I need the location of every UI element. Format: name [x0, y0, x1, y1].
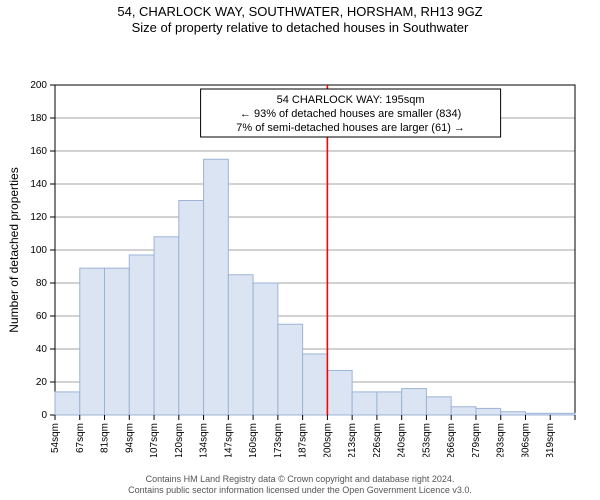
callout-line: 54 CHARLOCK WAY: 195sqm	[277, 94, 425, 106]
chart-title: 54, CHARLOCK WAY, SOUTHWATER, HORSHAM, R…	[0, 0, 600, 20]
x-tick-label: 94sqm	[124, 423, 135, 453]
histogram-bar	[501, 411, 526, 414]
x-tick-label: 134sqm	[199, 423, 210, 457]
chart-subtitle: Size of property relative to detached ho…	[0, 20, 600, 36]
histogram-bar	[129, 254, 154, 414]
histogram-chart: 0 20 40 60 80 100 120 140 160 180 200 54sqm 67sqm 81s…	[0, 37, 600, 457]
histogram-bar	[253, 283, 278, 415]
histogram-bar	[80, 268, 105, 415]
x-tick-label: 147sqm	[223, 423, 234, 457]
svg-text:160: 160	[30, 146, 47, 157]
x-tick-label: 240sqm	[397, 423, 408, 457]
x-tick-label: 120sqm	[174, 423, 185, 457]
svg-text:120: 120	[30, 212, 47, 223]
histogram-bar	[327, 370, 352, 415]
histogram-bar	[228, 274, 253, 414]
svg-text:80: 80	[36, 278, 48, 289]
svg-text:140: 140	[30, 179, 47, 190]
chart-container: { "title": "54, CHARLOCK WAY, SOUTHWATER…	[0, 0, 600, 500]
svg-text:0: 0	[41, 410, 47, 421]
callout-line: ← 93% of detached houses are smaller (83…	[240, 108, 461, 120]
histogram-bar	[303, 353, 328, 414]
x-tick-label: 266sqm	[446, 423, 457, 457]
histogram-bar	[451, 406, 476, 414]
x-tick-label: 81sqm	[100, 423, 111, 453]
x-tick-label: 306sqm	[520, 423, 531, 457]
callout-line: 7% of semi-detached houses are larger (6…	[236, 122, 465, 134]
chart-footer: Contains HM Land Registry data © Crown c…	[0, 474, 600, 500]
x-tick-label: 187sqm	[298, 423, 309, 457]
svg-text:200: 200	[30, 80, 47, 91]
histogram-bar	[402, 388, 427, 414]
x-tick-label: 107sqm	[149, 423, 160, 457]
x-tick-label: 54sqm	[50, 423, 61, 453]
histogram-bar	[105, 268, 130, 415]
histogram-bar	[352, 391, 377, 414]
svg-text:180: 180	[30, 113, 47, 124]
histogram-bar	[426, 396, 451, 414]
x-tick-label: 279sqm	[471, 423, 482, 457]
histogram-bar	[154, 236, 179, 414]
x-tick-label: 293sqm	[496, 423, 507, 457]
x-tick-label: 200sqm	[322, 423, 333, 457]
x-tick-label: 319sqm	[545, 423, 556, 457]
x-tick-label: 67sqm	[75, 423, 86, 453]
histogram-bar	[476, 408, 501, 415]
histogram-bar	[179, 200, 204, 415]
svg-text:40: 40	[36, 344, 48, 355]
histogram-bar	[525, 413, 550, 415]
x-tick-label: 253sqm	[421, 423, 432, 457]
svg-text:20: 20	[36, 377, 48, 388]
x-tick-label: 160sqm	[248, 423, 259, 457]
x-tick-label: 173sqm	[273, 423, 284, 457]
footer-line-1: Contains HM Land Registry data © Crown c…	[0, 474, 600, 485]
histogram-bar	[550, 413, 575, 415]
x-tick-label: 213sqm	[347, 423, 358, 457]
histogram-bar	[278, 324, 303, 415]
histogram-bar	[55, 391, 80, 414]
histogram-bar	[204, 159, 229, 415]
svg-text:60: 60	[36, 311, 48, 322]
y-axis-label: Number of detached properties	[7, 167, 21, 332]
histogram-bar	[377, 391, 402, 414]
svg-text:100: 100	[30, 245, 47, 256]
footer-line-2: Contains public sector information licen…	[0, 485, 600, 496]
x-tick-label: 226sqm	[372, 423, 383, 457]
